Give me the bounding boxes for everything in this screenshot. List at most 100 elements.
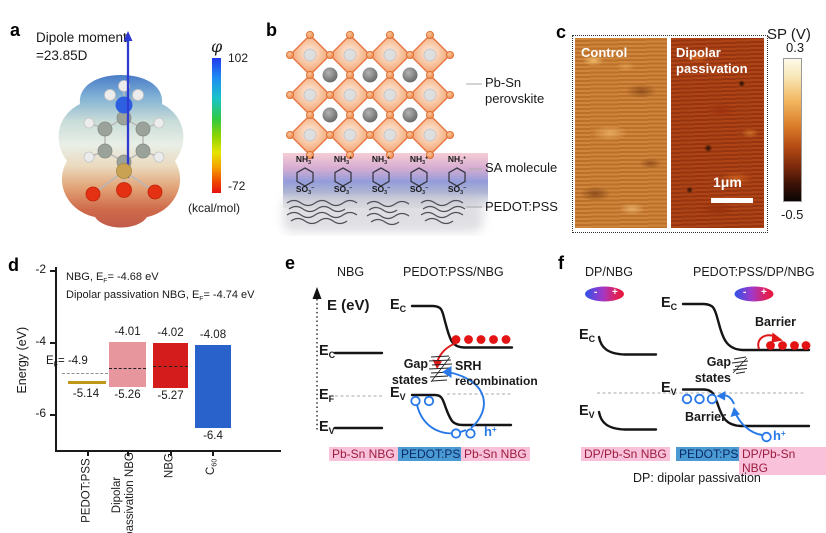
a-site-cation-atoms bbox=[322, 67, 418, 123]
ec-label-left: EC bbox=[319, 343, 336, 361]
x-category-c60: C60 bbox=[205, 458, 219, 475]
label-leader-lines bbox=[466, 83, 482, 208]
ev-label-right: EV bbox=[390, 385, 406, 403]
panel-f: f DP/NBG PEDOT:PSS/DP/NBG bbox=[553, 253, 826, 508]
barrier-label-top: Barrier bbox=[755, 315, 796, 329]
nbg-bar bbox=[153, 343, 188, 388]
dp-caption: DP: dipolar passivation bbox=[633, 471, 761, 485]
energy-axis-label: E (eV) bbox=[327, 297, 370, 314]
f-title-dp-nbg: DP/NBG bbox=[585, 265, 633, 279]
pedot-label: PEDOT:PSS bbox=[485, 199, 558, 214]
hydrogen-atoms bbox=[83, 80, 165, 163]
c60-bar bbox=[195, 345, 231, 428]
nbg-fermi-dash bbox=[153, 366, 188, 367]
pedot-fermi-dash bbox=[62, 373, 108, 374]
perovskite-label-line2: perovskite bbox=[485, 91, 545, 106]
nh3-label: NH3+ bbox=[371, 154, 391, 166]
oxygen-atoms bbox=[85, 182, 163, 202]
c60-vbm-value: -6.4 bbox=[203, 430, 223, 442]
nbg-vbm-value: -5.27 bbox=[157, 390, 184, 402]
nh3-label: NH3+ bbox=[409, 154, 429, 166]
dipole-plus-left: + bbox=[612, 287, 618, 298]
sp-colorbar-min: -0.5 bbox=[781, 207, 804, 222]
tag-pedot: PEDOT:PSS bbox=[398, 447, 472, 461]
hole-path-up bbox=[447, 371, 485, 429]
panel-c: c Control Dipolar passivation 1μm SP (V)… bbox=[553, 20, 826, 248]
tag-pbsn-nbg-left: Pb-Sn NBG bbox=[329, 447, 398, 461]
perovskite-structure-graphic bbox=[283, 30, 488, 232]
srh-label-line1: SRH bbox=[455, 359, 482, 373]
y-tick-label: -4 bbox=[35, 334, 46, 348]
srh-electron-arrow bbox=[436, 342, 457, 362]
panel-a-letter: a bbox=[10, 20, 21, 40]
dipole-ellipse-left bbox=[585, 286, 624, 302]
band-diagram-e bbox=[312, 287, 514, 439]
gap-states-label-line1: Gap bbox=[403, 357, 428, 371]
scalebar-label: 1μm bbox=[713, 174, 742, 190]
tag-pbsn-nbg-right: Pb-Sn NBG bbox=[461, 447, 530, 461]
e-title-nbg: NBG bbox=[337, 265, 365, 279]
fermi-note-dp-nbg: Dipolar passivation NBG, EF= -4.74 eV bbox=[66, 289, 255, 303]
ev-label-left: EV bbox=[579, 403, 595, 421]
so3-label: SO3− bbox=[409, 184, 429, 196]
so3-label: SO3− bbox=[371, 184, 391, 196]
fermi-note-nbg: NBG, EF= -4.68 eV bbox=[66, 271, 159, 285]
nh3-label: NH3+ bbox=[447, 154, 467, 166]
so3-label: SO3− bbox=[333, 184, 353, 196]
dipole-plus-right: + bbox=[761, 287, 767, 298]
panel-e-letter: e bbox=[285, 253, 296, 273]
holes-label: h+ bbox=[773, 428, 786, 444]
phi-symbol: φ bbox=[211, 37, 223, 56]
ec-label-left: EC bbox=[579, 327, 596, 345]
kpfm-image-frame bbox=[572, 35, 768, 233]
c60-cbm-value: -4.08 bbox=[199, 329, 227, 341]
dipole-minus-left: - bbox=[594, 287, 598, 298]
sp-colorbar-max: 0.3 bbox=[786, 40, 805, 55]
f-title-pedot-dp-nbg: PEDOT:PSS/DP/NBG bbox=[693, 265, 815, 279]
so3-label: SO3− bbox=[295, 184, 315, 196]
kpfm-control-image bbox=[575, 38, 667, 228]
ec-label-right: EC bbox=[661, 295, 678, 313]
esp-colorbar-unit: (kcal/mol) bbox=[188, 201, 241, 215]
panel-d: d -2 -4 -6 Energy (eV) NBG, EF= -4.68 eV… bbox=[8, 255, 288, 533]
x-category-dp-nbg: Dipolar passivation NBG bbox=[111, 452, 137, 533]
perovskite-label-line1: Pb-Sn bbox=[485, 75, 522, 90]
dipole-moment-label: Dipole moment bbox=[36, 30, 127, 45]
nitrogen-atom bbox=[115, 96, 133, 114]
sp-colorbar-title: SP (V) bbox=[767, 26, 811, 43]
panel-f-letter: f bbox=[558, 253, 564, 273]
gap-states-label-line2: states bbox=[391, 373, 428, 387]
esp-colorbar-max: 102 bbox=[228, 51, 249, 65]
nh3-label: NH3+ bbox=[295, 154, 315, 166]
dp-nbg-vbm-value: -5.26 bbox=[114, 389, 141, 401]
passivation-image-label-line2: passivation bbox=[676, 61, 748, 76]
x-axis bbox=[55, 450, 281, 452]
tag-pedot: PEDOT:PSS bbox=[676, 447, 750, 461]
esp-colorbar-min: -72 bbox=[228, 179, 246, 193]
y-tick-label: -6 bbox=[35, 406, 46, 420]
passivation-image-label-line1: Dipolar bbox=[676, 45, 721, 60]
band-diagram-f bbox=[585, 286, 811, 443]
y-axis bbox=[55, 267, 57, 451]
so3-label: SO3− bbox=[447, 184, 467, 196]
pedot-valence-level bbox=[68, 381, 106, 384]
panel-b-letter: b bbox=[266, 20, 277, 40]
pedot-level-value: -5.14 bbox=[72, 388, 100, 400]
electrons bbox=[766, 341, 811, 350]
panel-d-letter: d bbox=[8, 255, 19, 275]
control-image-label: Control bbox=[581, 45, 628, 60]
panel-a: a Dipole moment =23.85D bbox=[8, 20, 260, 252]
kpfm-passivation-image bbox=[671, 38, 764, 228]
ev-label-left: EV bbox=[319, 419, 335, 437]
tag-dp-pbsn-nbg-left: DP/Pb-Sn NBG bbox=[581, 447, 670, 461]
ef-label-left: EF bbox=[319, 387, 335, 405]
sp-colorbar bbox=[783, 58, 802, 202]
dipole-minus-right: - bbox=[743, 287, 747, 298]
hole-rising-arrow bbox=[734, 412, 763, 436]
sulfur-atom bbox=[116, 163, 132, 179]
x-category-nbg: NBG bbox=[163, 453, 176, 479]
ev-label-right: EV bbox=[661, 380, 677, 398]
panel-b: b bbox=[263, 20, 558, 252]
tag-dp-pbsn-nbg-right: DP/Pb-Sn NBG bbox=[739, 447, 826, 475]
